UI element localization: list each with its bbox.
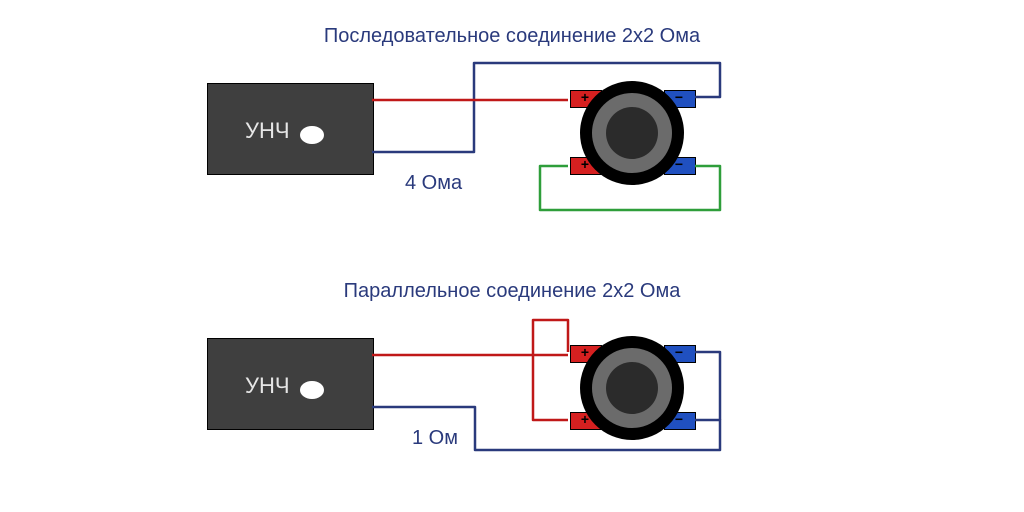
parallel-amp-label: УНЧ: [245, 373, 290, 399]
parallel-amp-blob: [300, 381, 324, 399]
parallel-terminal-bot-plus-sym: +: [570, 412, 600, 428]
series-impedance-label: 4 Ома: [405, 172, 462, 195]
series-terminal-top-minus-sym: −: [664, 90, 694, 106]
series-terminal-bot-plus-sym: +: [570, 157, 600, 173]
series-amp-blob: [300, 126, 324, 144]
parallel-amp-box: [207, 338, 374, 430]
parallel-wire-blue-bridge: [695, 352, 720, 420]
series-amp-label: УНЧ: [245, 118, 290, 144]
parallel-impedance-label: 1 Ом: [412, 427, 458, 450]
series-terminal-top-plus-sym: +: [570, 90, 600, 106]
parallel-title: Параллельное соединение 2х2 Ома: [0, 280, 1024, 303]
parallel-wire-red-bridge: [533, 320, 568, 420]
parallel-terminal-bot-minus-sym: −: [664, 412, 694, 428]
parallel-terminal-top-minus-sym: −: [664, 345, 694, 361]
series-speaker-ring: [592, 93, 672, 173]
series-amp-box: [207, 83, 374, 175]
parallel-speaker-center: [606, 362, 658, 414]
wiring-overlay: [0, 0, 1024, 512]
series-title: Последовательное соединение 2х2 Ома: [0, 25, 1024, 48]
series-speaker-center: [606, 107, 658, 159]
parallel-speaker-ring: [592, 348, 672, 428]
parallel-terminal-top-plus-sym: +: [570, 345, 600, 361]
series-terminal-bot-minus-sym: −: [664, 157, 694, 173]
